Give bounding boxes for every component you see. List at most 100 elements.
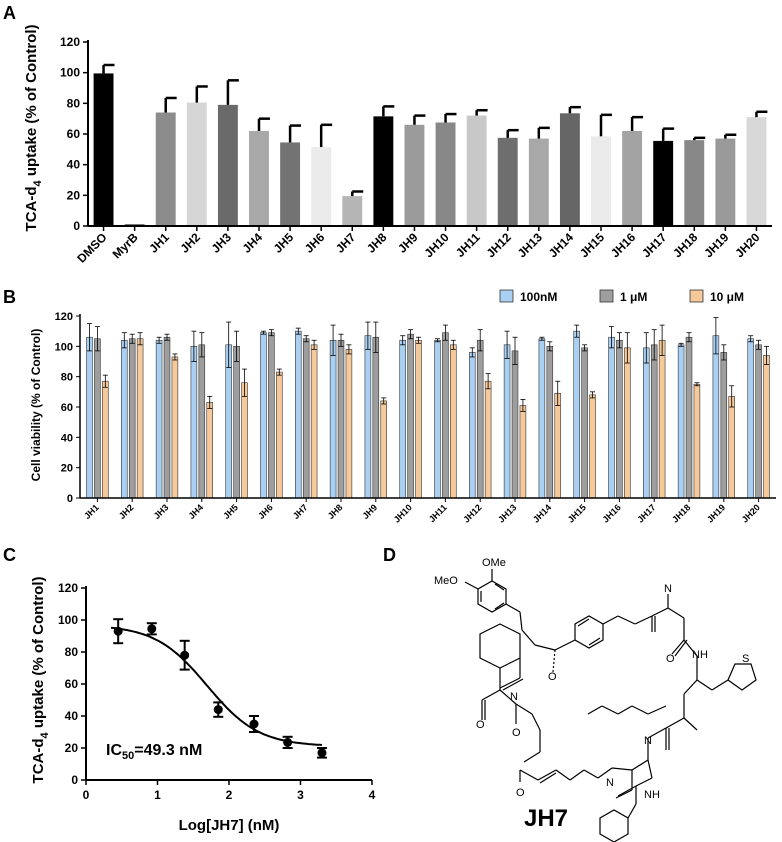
chart-b-category-label: JH7 <box>291 502 310 521</box>
chart-c-data-point <box>317 748 327 758</box>
chart-b-bar <box>155 339 163 499</box>
atom-label-nh-bottom: NH <box>644 789 660 801</box>
fluorophenyl-ring <box>599 809 629 842</box>
chart-b-y-tick-label: 40 <box>61 432 73 444</box>
chart-b-bar <box>337 339 345 499</box>
chart-b-bar <box>677 344 685 499</box>
chart-c-y-tick-label: 20 <box>65 741 79 755</box>
chart-b-bar <box>190 346 198 499</box>
chart-b: Cell viability (% of Control) 0 20 40 60 80 1… <box>29 289 776 525</box>
chart-a-y-tick-label: 60 <box>67 127 81 141</box>
chart-c-x-tick-label: 3 <box>297 788 304 802</box>
chart-b-bar <box>415 339 422 499</box>
chart-b-bar <box>693 383 701 499</box>
chart-b-legend-label: 100nM <box>520 290 557 304</box>
chart-c-x-tick-label: 2 <box>226 788 233 802</box>
meta-phenyl-ring <box>574 615 604 649</box>
atom-label-n-sarcosine: N <box>664 583 672 595</box>
chart-b-bar <box>712 335 720 499</box>
chart-a-bar <box>497 137 518 226</box>
chart-c-y-axis-title: TCA-d4 uptake (% of Control) <box>30 577 51 784</box>
chart-c-x-tick-label: 1 <box>154 788 161 802</box>
chart-b-bar <box>538 338 546 499</box>
chart-c-y-tick-label: 60 <box>65 677 79 691</box>
atom-label-nh-top: NH <box>692 649 708 661</box>
chart-a-bar <box>559 113 580 226</box>
chart-b-bar <box>260 332 267 499</box>
chart-a-y-axis-title: TCA-d4 uptake (% of Control) <box>23 25 44 232</box>
chart-a-category-label: JH11 <box>453 230 483 260</box>
chart-a-category-label: JH20 <box>732 230 762 260</box>
chart-a-category-label: JH19 <box>701 230 731 260</box>
chart-b-category-label: JH19 <box>705 502 727 524</box>
chart-b-category-label: JH2 <box>117 502 136 521</box>
chart-a-category-label: JH10 <box>421 230 451 260</box>
chart-b-y-axis-title: Cell viability (% of Control) <box>29 329 43 482</box>
chart-b-bar <box>728 396 735 499</box>
chart-b-legend-swatch <box>689 289 704 303</box>
chart-a-category-label: JH12 <box>484 230 514 260</box>
chart-a-category-label: JH2 <box>177 230 203 256</box>
chart-b-bar <box>658 339 666 499</box>
chart-b-bar <box>233 346 240 499</box>
chart-b-bar <box>399 339 406 499</box>
atom-label-n-methyl: N <box>644 735 652 747</box>
atom-label-o-ester: O <box>548 671 557 683</box>
atom-label-o-amide-left: O <box>512 727 521 739</box>
chart-b-bar <box>198 344 206 499</box>
chart-c-y-tick-label: 100 <box>58 613 78 627</box>
atom-label-meo: MeO <box>434 575 458 587</box>
chart-a-bar <box>342 196 363 226</box>
chart-c-y-tick-label: 80 <box>65 645 79 659</box>
chart-b-bar <box>546 346 554 499</box>
chart-a-bar <box>217 104 238 226</box>
chart-b-bar <box>554 393 561 499</box>
chart-b-bar <box>121 339 128 499</box>
chart-b-bar <box>616 339 623 499</box>
chart-a-y-tick-label: 0 <box>73 219 80 233</box>
atom-label-s: S <box>742 653 749 665</box>
chart-b-bar <box>624 347 631 499</box>
chart-a-bar <box>653 140 674 226</box>
chart-a-bar <box>746 117 767 226</box>
atom-label-ome-top: OMe <box>482 557 506 569</box>
chart-a-bar <box>155 112 176 226</box>
panel-label-b: B <box>3 287 16 307</box>
chart-b-bar <box>503 344 511 499</box>
chart-c-y-tick-label: 40 <box>65 709 79 723</box>
chart-b-category-label: JH18 <box>670 502 692 524</box>
chart-a-bar <box>249 130 269 226</box>
chart-c-data-point <box>147 624 157 634</box>
chart-b-legend: 100nM 1 μM 10 μM <box>499 289 744 304</box>
piperidine-ring <box>479 623 521 669</box>
chart-b-bar <box>720 352 728 499</box>
chart-a-bar <box>93 73 114 226</box>
chart-b-bar <box>206 402 213 499</box>
atom-label-o-amide: O <box>666 653 675 665</box>
chart-a-bar <box>404 124 425 226</box>
chart-b-bar <box>755 344 762 499</box>
chart-a-bar <box>280 142 301 226</box>
chart-b-bar <box>372 336 380 499</box>
chart-b-category-label: JH5 <box>221 502 240 521</box>
compound-name: JH7 <box>524 805 568 832</box>
chart-b-category-label: JH9 <box>360 502 379 521</box>
chart-b-bar <box>295 330 302 499</box>
chart-b-bar <box>345 349 353 499</box>
chart-a-bar <box>311 147 332 226</box>
chart-b-bar <box>469 352 476 499</box>
chart-b-y-tick-label: 20 <box>61 463 73 475</box>
chart-c-data-point <box>213 705 223 715</box>
chart-b-bar <box>450 344 457 499</box>
chart-b-category-label: JH11 <box>427 502 449 524</box>
chart-c-fit-curve <box>110 626 322 746</box>
chart-a-category-label: JH16 <box>608 230 638 260</box>
chart-b-category-label: JH15 <box>566 502 588 524</box>
chart-b-category-label: JH16 <box>601 502 623 524</box>
panel-label-d: D <box>383 545 396 565</box>
chart-a: TCA-d4 uptake (% of Control) 0 20 40 60 80 10… <box>23 25 772 266</box>
chart-b-bar <box>484 380 492 499</box>
chart-b-legend-swatch <box>599 289 614 303</box>
chart-b-bar <box>434 339 441 499</box>
